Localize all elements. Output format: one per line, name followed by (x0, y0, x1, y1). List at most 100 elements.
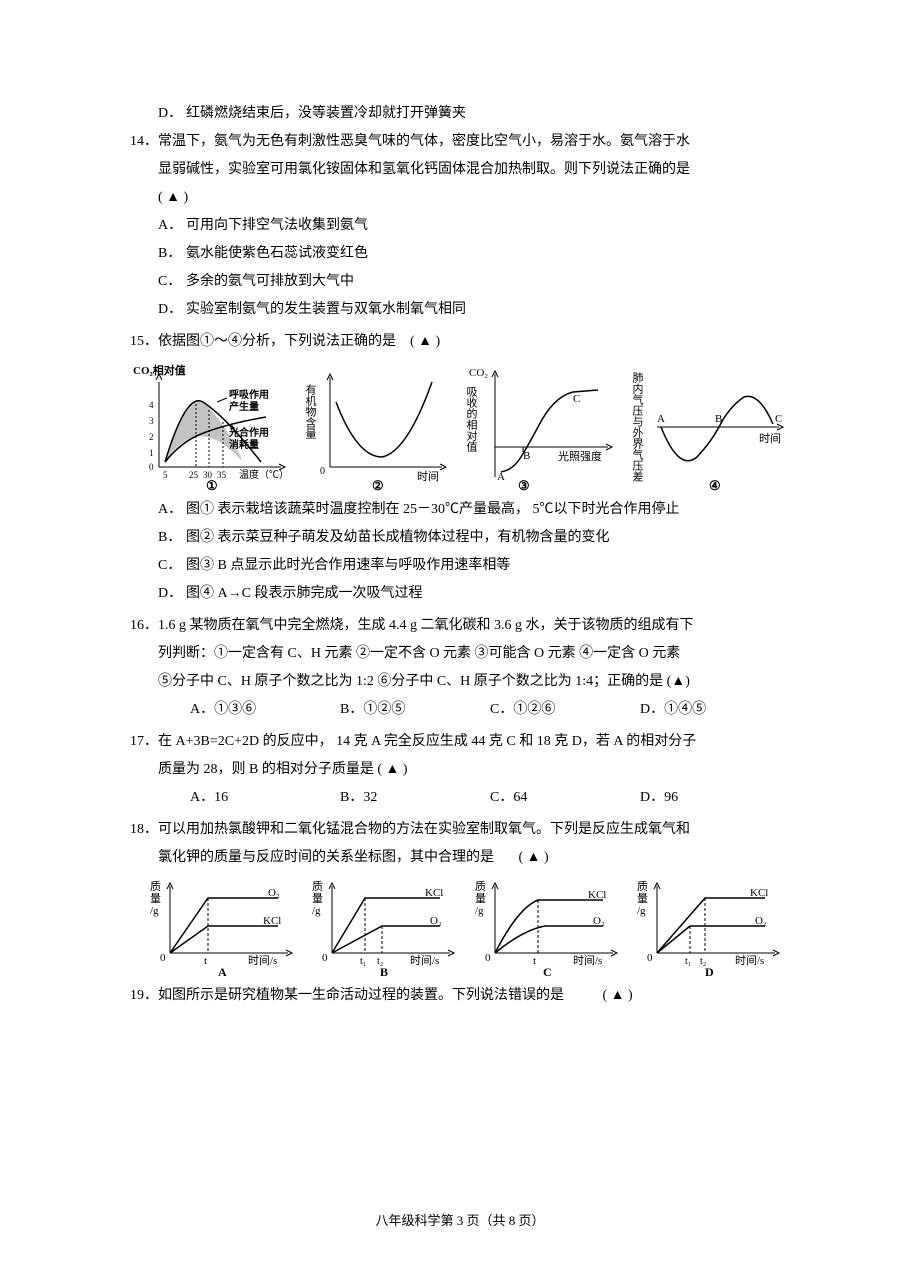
svg-text:量: 量 (150, 892, 161, 905)
svg-text:量: 量 (475, 892, 486, 905)
q19-blank: ( ▲ ) (603, 988, 633, 1003)
svg-text:KCl: KCl (750, 887, 768, 899)
q15-optB-prefix: B． (158, 524, 186, 552)
svg-text:质: 质 (312, 880, 323, 893)
svg-text:0: 0 (322, 952, 328, 964)
svg-text:/g: /g (637, 905, 646, 917)
q14-optA-prefix: A． (158, 212, 186, 240)
svg-text:时间/s: 时间/s (573, 954, 602, 967)
q14-optC-text: 多余的氨气可排放到大气中 (186, 274, 354, 289)
page-footer: 八年级科学第 3 页（共 8 页） (0, 1208, 920, 1234)
q14-number: 14． (130, 128, 158, 156)
q16-stem3: ⑤分子中 C、H 原子个数之比为 1:2 ⑥分子中 C、H 原子个数之比为 1:… (130, 668, 790, 696)
svg-text:KCl: KCl (425, 887, 443, 899)
q15-figures: CO₂相对值 0 1 2 3 4 5 25 (130, 362, 790, 492)
q15-optA-prefix: A． (158, 496, 186, 524)
q15-stem: 依据图①～④分析，下列说法正确的是 (158, 334, 396, 349)
q16-stem1: 1.6 g 某物质在氧气中完全燃烧，生成 4.4 g 二氧化碳和 3.6 g 水… (158, 612, 790, 640)
svg-text:/g: /g (150, 905, 159, 917)
q16-optD: D．①④⑤ (640, 696, 790, 724)
q13-optD-text: 红磷燃烧结束后，没等装置冷却就打开弹簧夹 (186, 106, 466, 121)
q14-stem-line2: 显弱碱性，实验室可用氯化铵固体和氢氧化钙固体混合加热制取。则下列说法正确的是 (130, 156, 790, 184)
q14-optD-text: 实验室制氨气的发生装置与双氧水制氧气相同 (186, 302, 466, 317)
q15-optC-prefix: C． (158, 552, 186, 580)
svg-text:C: C (775, 413, 782, 425)
svg-text:消耗量: 消耗量 (229, 438, 259, 451)
svg-text:B: B (523, 450, 530, 462)
q15-fig3: CO₂吸收的相对值 A B C 光照强度 ③ (462, 362, 624, 492)
svg-text:时间/s: 时间/s (410, 954, 439, 967)
svg-text:CO₂: CO₂ (469, 367, 488, 379)
svg-text:35: 35 (217, 470, 227, 480)
svg-text:C: C (543, 965, 552, 978)
q15-blank: ( ▲ ) (410, 334, 440, 349)
q18-figC: 质量/g 0 KCl O₂ t 时间/s C (473, 878, 628, 978)
svg-text:D: D (705, 965, 714, 978)
svg-text:时间/s: 时间/s (248, 954, 277, 967)
svg-text:3: 3 (149, 416, 154, 426)
svg-text:温度（℃）: 温度（℃） (239, 468, 289, 481)
q19-number: 19． (130, 982, 158, 1010)
svg-text:质: 质 (475, 880, 486, 893)
q14-optA-text: 可用向下排空气法收集到氨气 (186, 218, 368, 233)
svg-text:t₁: t₁ (360, 956, 366, 967)
q14-blank: ( ▲ ) (130, 184, 790, 212)
q16-optC: C．①②⑥ (490, 696, 640, 724)
q17-stem1: 在 A+3B=2C+2D 的反应中， 14 克 A 完全反应生成 44 克 C … (158, 728, 790, 756)
svg-text:量: 量 (637, 892, 648, 905)
svg-text:时间: 时间 (417, 470, 439, 483)
svg-text:③: ③ (518, 478, 530, 492)
svg-text:KCl: KCl (263, 915, 281, 927)
svg-text:t: t (204, 955, 207, 967)
q18-figB: 质量/g 0 KCl O₂ t₁ t₂ 时间/s B (310, 878, 465, 978)
question-19: 19． 如图所示是研究植物某一生命活动过程的装置。下列说法错误的是 ( ▲ ) (130, 982, 790, 1010)
q15-number: 15． (130, 328, 158, 356)
svg-text:吸收的相对值: 吸收的相对值 (465, 386, 478, 453)
q18-stem1: 可以用加热氯酸钾和二氧化锰混合物的方法在实验室制取氧气。下列是反应生成氧气和 (158, 816, 790, 844)
svg-text:2: 2 (149, 432, 154, 442)
svg-text:时间/s: 时间/s (735, 954, 764, 967)
svg-text:O₂: O₂ (755, 915, 767, 927)
q15-optD-text: 图④ A→C 段表示肺完成一次吸气过程 (186, 586, 422, 601)
svg-text:①: ① (206, 478, 218, 492)
svg-text:/g: /g (475, 905, 484, 917)
q15-optC-text: 图③ B 点显示此时光合作用速率与呼吸作用速率相等 (186, 558, 510, 573)
svg-text:A: A (497, 471, 505, 483)
svg-text:②: ② (372, 478, 384, 492)
svg-text:A: A (218, 965, 227, 978)
svg-text:O₂: O₂ (268, 887, 280, 899)
svg-text:量: 量 (312, 892, 323, 905)
q17-optD: D．96 (640, 784, 790, 812)
question-18: 18． 可以用加热氯酸钾和二氧化锰混合物的方法在实验室制取氧气。下列是反应生成氧… (130, 816, 790, 978)
q15-fig4: 肺内气压与外界气压差 A B C 时间 ④ (628, 362, 790, 492)
svg-text:肺内气压与外界气压差: 肺内气压与外界气压差 (631, 372, 644, 482)
q15-optD-prefix: D． (158, 580, 186, 608)
svg-text:有机物含量: 有机物含量 (304, 383, 317, 439)
q17-stem2: 质量为 28，则 B 的相对分子质量是 ( ▲ ) (130, 756, 790, 784)
svg-text:A: A (657, 413, 665, 425)
svg-text:0: 0 (485, 952, 491, 964)
svg-text:1: 1 (149, 448, 154, 458)
svg-text:呼吸作用: 呼吸作用 (229, 388, 269, 401)
svg-text:5: 5 (163, 470, 168, 480)
q17-optC: C．64 (490, 784, 640, 812)
q14-optD-prefix: D． (158, 296, 186, 324)
svg-text:B: B (380, 965, 388, 978)
q14-optB-text: 氨水能使紫色石蕊试液变红色 (186, 246, 368, 261)
svg-text:光合作用: 光合作用 (228, 426, 269, 439)
question-16: 16． 1.6 g 某物质在氧气中完全燃烧，生成 4.4 g 二氧化碳和 3.6… (130, 612, 790, 724)
q18-blank: ( ▲ ) (519, 850, 549, 865)
svg-text:t₁: t₁ (685, 956, 691, 967)
svg-text:0: 0 (160, 952, 166, 964)
q16-number: 16． (130, 612, 158, 640)
question-17: 17． 在 A+3B=2C+2D 的反应中， 14 克 A 完全反应生成 44 … (130, 728, 790, 812)
q19-stem: 如图所示是研究植物某一生命活动过程的装置。下列说法错误的是 (158, 988, 564, 1003)
q14-optC-prefix: C． (158, 268, 186, 296)
svg-text:时间: 时间 (759, 432, 781, 445)
q17-number: 17． (130, 728, 158, 756)
q14-optB-prefix: B． (158, 240, 186, 268)
q17-optB: B．32 (340, 784, 490, 812)
q15-fig1: CO₂相对值 0 1 2 3 4 5 25 (130, 362, 292, 492)
svg-text:0: 0 (149, 462, 154, 472)
q18-figA: 质量/g 0 O₂ KCl t 时间/s A (148, 878, 303, 978)
